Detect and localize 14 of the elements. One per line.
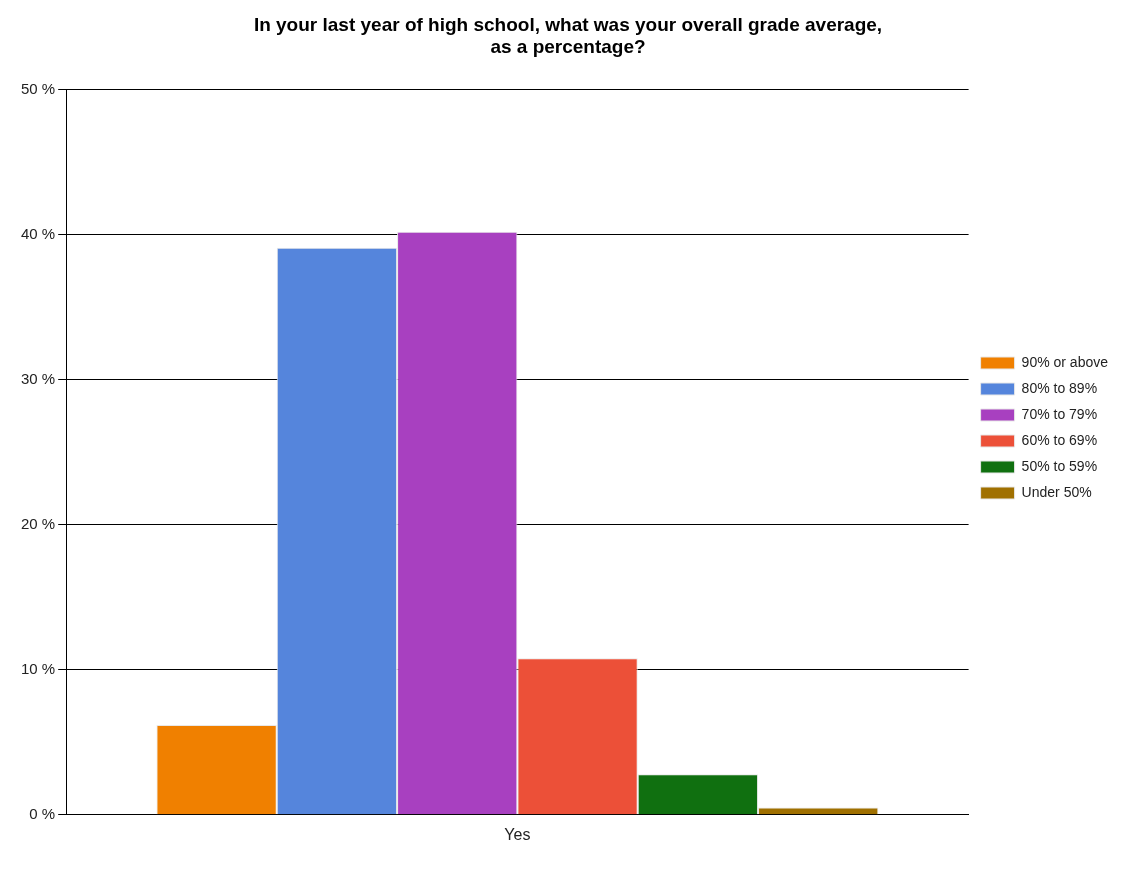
chart-title: In your last year of high school, what was your overall grade average, as a percentage? bbox=[253, 13, 883, 58]
legend-label: 50% to 59% bbox=[1021, 457, 1098, 474]
y-tick-label: 20 % bbox=[20, 514, 56, 532]
legend-label: Under 50% bbox=[1021, 483, 1092, 500]
legend-label: 70% to 79% bbox=[1021, 405, 1098, 422]
y-tick-label: 0 % bbox=[29, 804, 56, 822]
y-tick-label: 10 % bbox=[20, 659, 56, 677]
y-tick-label: 40 % bbox=[20, 224, 56, 242]
legend-label: 60% to 69% bbox=[1021, 431, 1098, 448]
legend-label: 80% to 89% bbox=[1021, 379, 1098, 396]
y-tick-label: 50 % bbox=[20, 79, 56, 97]
legend-label: 90% or above bbox=[1021, 353, 1109, 370]
x-tick-label: Yes bbox=[504, 825, 531, 843]
y-tick-label: 30 % bbox=[20, 369, 56, 387]
